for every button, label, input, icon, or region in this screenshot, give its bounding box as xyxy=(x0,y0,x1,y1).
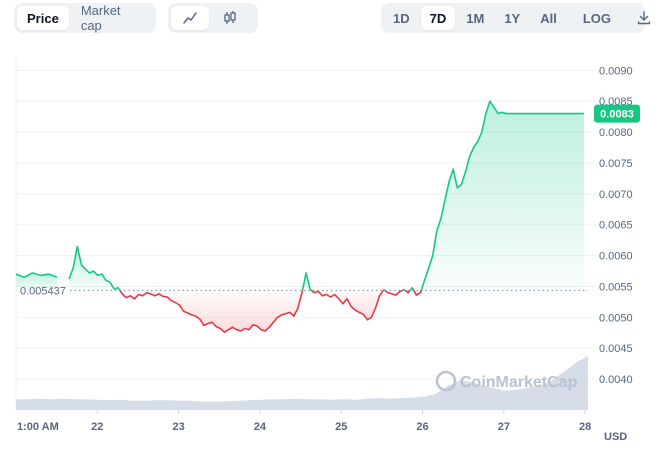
x-tick-label: 27 xyxy=(498,421,510,433)
x-axis: 1:00 AM 22 23 24 25 26 27 28 USD xyxy=(17,410,627,443)
coinmarketcap-logo xyxy=(435,370,457,392)
time-range-toggle: 1D 7D 1M 1Y All LOG xyxy=(381,3,651,33)
line-chart-icon xyxy=(183,12,197,24)
y-tick-label: 0.0070 xyxy=(599,189,633,201)
price-line xyxy=(15,100,584,333)
baseline: 0.005437 xyxy=(20,285,588,297)
y-tick-label: 0.0065 xyxy=(599,220,633,232)
price-line-up xyxy=(301,272,312,292)
price-fill xyxy=(16,101,584,333)
x-tick-label: 24 xyxy=(254,421,267,433)
y-tick-label: 0.0055 xyxy=(599,281,633,293)
price-fill-down xyxy=(413,290,422,296)
price-fill-down xyxy=(311,290,384,320)
range-7d[interactable]: 7D xyxy=(420,6,456,30)
range-all[interactable]: All xyxy=(540,10,557,26)
x-tick-label: 25 xyxy=(335,421,347,433)
price-line-up xyxy=(402,288,406,292)
current-price-label: 0.0083 xyxy=(600,109,634,121)
y-tick-label: 0.0090 xyxy=(599,65,633,77)
range-1d[interactable]: 1D xyxy=(393,10,410,26)
price-fill-down xyxy=(384,290,403,296)
price-line-up xyxy=(420,100,584,291)
price-fill-up xyxy=(421,101,584,291)
tab-price[interactable]: Price xyxy=(17,6,69,30)
y-tick-label: 0.0045 xyxy=(599,343,633,355)
y-tick-label: 0.0060 xyxy=(599,251,633,263)
chart-toolbar: Price Market cap 1D 7D 1M 1Y All LOG xyxy=(14,3,651,33)
volume-shape xyxy=(16,356,588,410)
price-line-down xyxy=(384,289,403,296)
range-1m[interactable]: 1M xyxy=(466,10,485,26)
x-tick-label: 23 xyxy=(172,421,184,433)
price-fill-up xyxy=(16,272,57,291)
x-tick-label: 28 xyxy=(579,421,591,433)
price-line-down xyxy=(119,289,304,333)
watermark: CoinMarketCap xyxy=(435,370,578,392)
y-tick-label: 0.0075 xyxy=(599,158,633,170)
y-tick-label: 0.0040 xyxy=(599,374,633,386)
chart-type-toggle: Price Market cap xyxy=(14,3,156,33)
current-price-tag xyxy=(594,104,640,123)
volume-area xyxy=(16,356,588,410)
x-tick-label: 26 xyxy=(416,421,428,433)
range-1y[interactable]: 1Y xyxy=(504,10,521,26)
chart-style-toggle xyxy=(168,3,258,33)
price-fill-up xyxy=(69,246,120,291)
x-tick-label: 1:00 AM xyxy=(17,421,59,433)
price-fill-down xyxy=(119,290,303,333)
candlestick-button[interactable] xyxy=(211,6,249,30)
baseline-label: 0.005437 xyxy=(20,285,66,297)
watermark-text: CoinMarketCap xyxy=(460,374,578,391)
currency-label: USD xyxy=(604,431,627,443)
price-line-up xyxy=(15,272,58,278)
y-axis: 0.00900.00850.00800.00750.00700.00650.00… xyxy=(594,65,640,386)
price-line-up xyxy=(409,286,415,291)
x-tick-label: 22 xyxy=(91,421,103,433)
price-line-up xyxy=(382,288,386,292)
price-line-down xyxy=(404,289,411,294)
candlestick-icon xyxy=(224,11,236,24)
price-line-up xyxy=(68,245,121,291)
log-scale-button[interactable]: LOG xyxy=(582,10,612,26)
line-chart-button[interactable] xyxy=(171,6,209,30)
tab-market-cap[interactable]: Market cap xyxy=(80,3,121,33)
y-tick-label: 0.0080 xyxy=(599,127,633,139)
download-button[interactable] xyxy=(628,6,659,30)
download-icon xyxy=(637,11,651,25)
y-tick-label: 0.0050 xyxy=(599,312,633,324)
price-line-down xyxy=(413,290,422,296)
price-line-down xyxy=(310,289,384,321)
